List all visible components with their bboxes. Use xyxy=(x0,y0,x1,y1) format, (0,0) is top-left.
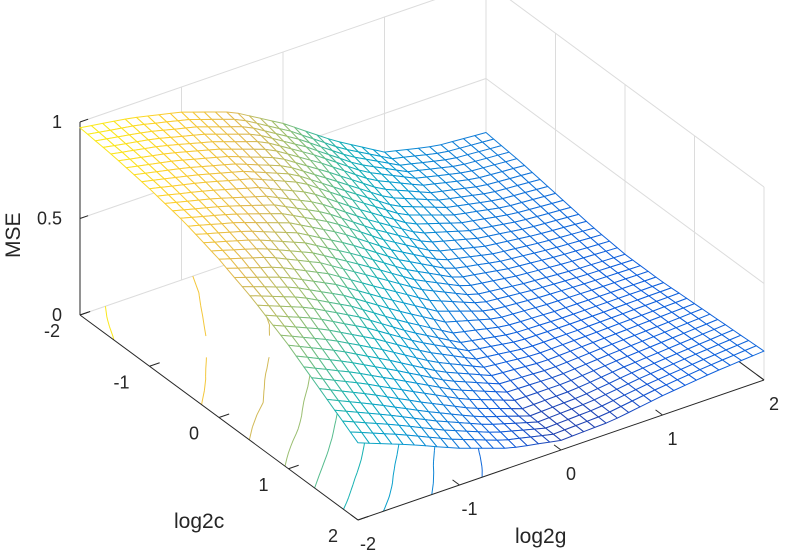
y-tick-label: -1 xyxy=(113,372,129,392)
x-tick-mark xyxy=(350,514,359,521)
z-tick-label: 0.5 xyxy=(37,209,62,229)
z-tick-label: 0 xyxy=(52,305,62,325)
x-tick-label: 1 xyxy=(667,429,677,449)
grid-line xyxy=(485,78,765,284)
y-tick-label: -2 xyxy=(44,321,60,341)
z-tick-mark xyxy=(79,118,89,123)
contour-line xyxy=(192,275,207,405)
x-tick-mark xyxy=(756,374,765,381)
y-tick-mark xyxy=(357,516,369,521)
y-tick-label: 2 xyxy=(328,526,338,546)
grid-line xyxy=(79,0,436,123)
x-axis-label: log2g xyxy=(515,525,566,548)
y-tick-mark xyxy=(218,413,230,418)
x-tick-mark xyxy=(655,409,663,416)
surface-cell xyxy=(349,431,370,444)
z-axis-label: MSE xyxy=(2,212,25,258)
z-tick-label: 1 xyxy=(52,112,62,132)
surface-mesh xyxy=(79,111,765,449)
x-tick-label: 0 xyxy=(566,464,576,484)
z-tick-mark xyxy=(79,311,89,316)
x-tick-label: 2 xyxy=(769,394,779,414)
x-tick-label: -2 xyxy=(360,534,376,551)
y-tick-label: 1 xyxy=(258,475,268,495)
contour-line xyxy=(104,306,115,341)
tick-labels: -2 -1 0 1 2 -2 -1 0 1 2 0 0.5 1 xyxy=(37,112,779,551)
x-tick-label: -1 xyxy=(461,499,477,519)
z-tick-mark xyxy=(79,215,89,219)
y-tick-mark xyxy=(288,464,299,470)
y-tick-label: 0 xyxy=(189,424,199,444)
grid-line xyxy=(509,0,765,188)
x-tick-mark xyxy=(452,479,460,486)
y-axis-label: log2c xyxy=(174,510,224,533)
x-tick-mark xyxy=(553,444,562,451)
y-tick-mark xyxy=(149,362,160,367)
